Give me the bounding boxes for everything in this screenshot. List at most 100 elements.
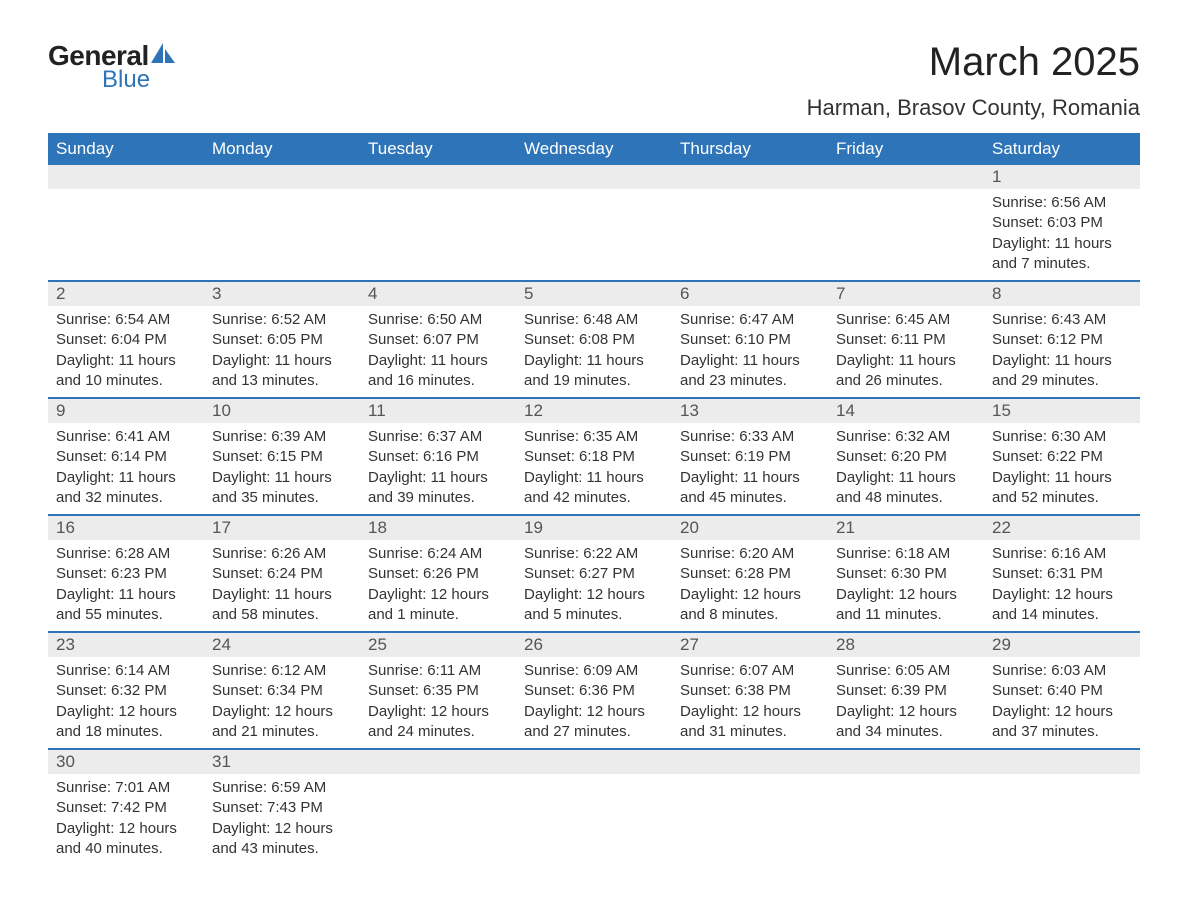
sunset-line: Sunset: 6:05 PM [212,330,352,350]
daylight-line: Daylight: 12 hours and 24 minutes. [368,702,508,743]
day-number: 10 [204,399,360,423]
sunset-line: Sunset: 6:10 PM [680,330,820,350]
calendar-header-row: SundayMondayTuesdayWednesdayThursdayFrid… [48,133,1140,165]
calendar-body: 1Sunrise: 6:56 AMSunset: 6:03 PMDaylight… [48,165,1140,865]
day-cell: Sunrise: 6:45 AMSunset: 6:11 PMDaylight:… [828,306,984,397]
content-row: Sunrise: 6:14 AMSunset: 6:32 PMDaylight:… [48,657,1140,748]
day-number: 24 [204,633,360,657]
day-header: Thursday [672,133,828,165]
day-number: 21 [828,516,984,540]
sunrise-line: Sunrise: 6:12 AM [212,661,352,681]
day-cell [672,189,828,280]
day-number [360,165,516,189]
day-number: 14 [828,399,984,423]
day-number [828,165,984,189]
daynum-row: 9101112131415 [48,399,1140,423]
sunset-line: Sunset: 6:22 PM [992,447,1132,467]
sunset-line: Sunset: 6:11 PM [836,330,976,350]
sunrise-line: Sunrise: 6:09 AM [524,661,664,681]
day-number: 19 [516,516,672,540]
day-number [516,165,672,189]
sunset-line: Sunset: 6:19 PM [680,447,820,467]
day-cell [516,189,672,280]
daynum-row: 23242526272829 [48,633,1140,657]
sunrise-line: Sunrise: 7:01 AM [56,778,196,798]
day-number: 20 [672,516,828,540]
day-cell: Sunrise: 6:26 AMSunset: 6:24 PMDaylight:… [204,540,360,631]
day-cell: Sunrise: 6:14 AMSunset: 6:32 PMDaylight:… [48,657,204,748]
daynum-row: 1 [48,165,1140,189]
daylight-line: Daylight: 11 hours and 7 minutes. [992,234,1132,275]
day-header: Sunday [48,133,204,165]
sunrise-line: Sunrise: 6:41 AM [56,427,196,447]
daylight-line: Daylight: 12 hours and 8 minutes. [680,585,820,626]
day-number: 29 [984,633,1140,657]
daylight-line: Daylight: 11 hours and 42 minutes. [524,468,664,509]
sunset-line: Sunset: 6:27 PM [524,564,664,584]
day-cell: Sunrise: 6:30 AMSunset: 6:22 PMDaylight:… [984,423,1140,514]
day-cell: Sunrise: 6:32 AMSunset: 6:20 PMDaylight:… [828,423,984,514]
day-number: 11 [360,399,516,423]
sunrise-line: Sunrise: 6:30 AM [992,427,1132,447]
sunset-line: Sunset: 6:35 PM [368,681,508,701]
day-number: 3 [204,282,360,306]
day-cell: Sunrise: 6:33 AMSunset: 6:19 PMDaylight:… [672,423,828,514]
content-row: Sunrise: 6:56 AMSunset: 6:03 PMDaylight:… [48,189,1140,280]
month-title: March 2025 [807,40,1140,85]
daylight-line: Daylight: 12 hours and 11 minutes. [836,585,976,626]
content-row: Sunrise: 6:41 AMSunset: 6:14 PMDaylight:… [48,423,1140,514]
day-number: 1 [984,165,1140,189]
day-cell [672,774,828,865]
daylight-line: Daylight: 11 hours and 29 minutes. [992,351,1132,392]
daylight-line: Daylight: 11 hours and 32 minutes. [56,468,196,509]
day-cell: Sunrise: 6:16 AMSunset: 6:31 PMDaylight:… [984,540,1140,631]
day-cell: Sunrise: 6:54 AMSunset: 6:04 PMDaylight:… [48,306,204,397]
sunrise-line: Sunrise: 6:32 AM [836,427,976,447]
day-cell [516,774,672,865]
day-cell: Sunrise: 6:52 AMSunset: 6:05 PMDaylight:… [204,306,360,397]
sunrise-line: Sunrise: 6:28 AM [56,544,196,564]
sunset-line: Sunset: 6:38 PM [680,681,820,701]
daylight-line: Daylight: 11 hours and 26 minutes. [836,351,976,392]
day-cell [984,774,1140,865]
day-cell [828,774,984,865]
sunset-line: Sunset: 7:42 PM [56,798,196,818]
day-number [204,165,360,189]
sunrise-line: Sunrise: 6:26 AM [212,544,352,564]
sunset-line: Sunset: 6:18 PM [524,447,664,467]
daylight-line: Daylight: 11 hours and 19 minutes. [524,351,664,392]
daylight-line: Daylight: 12 hours and 43 minutes. [212,819,352,860]
sunrise-line: Sunrise: 6:59 AM [212,778,352,798]
day-number: 23 [48,633,204,657]
day-number: 7 [828,282,984,306]
day-cell: Sunrise: 6:37 AMSunset: 6:16 PMDaylight:… [360,423,516,514]
day-header: Friday [828,133,984,165]
day-header: Wednesday [516,133,672,165]
day-cell: Sunrise: 6:56 AMSunset: 6:03 PMDaylight:… [984,189,1140,280]
day-number: 26 [516,633,672,657]
day-number: 8 [984,282,1140,306]
calendar-week: 23242526272829Sunrise: 6:14 AMSunset: 6:… [48,631,1140,748]
day-cell: Sunrise: 6:43 AMSunset: 6:12 PMDaylight:… [984,306,1140,397]
day-cell: Sunrise: 6:28 AMSunset: 6:23 PMDaylight:… [48,540,204,631]
day-number [48,165,204,189]
sunrise-line: Sunrise: 6:43 AM [992,310,1132,330]
content-row: Sunrise: 7:01 AMSunset: 7:42 PM Daylight:… [48,774,1140,865]
sunrise-line: Sunrise: 6:52 AM [212,310,352,330]
sunrise-line: Sunrise: 6:33 AM [680,427,820,447]
day-number: 25 [360,633,516,657]
day-cell [204,189,360,280]
day-number: 17 [204,516,360,540]
daylight-line: Daylight: 11 hours and 10 minutes. [56,351,196,392]
day-number [828,750,984,774]
sunrise-line: Sunrise: 6:37 AM [368,427,508,447]
content-row: Sunrise: 6:54 AMSunset: 6:04 PMDaylight:… [48,306,1140,397]
daylight-line: Daylight: 11 hours and 45 minutes. [680,468,820,509]
day-cell: Sunrise: 6:50 AMSunset: 6:07 PMDaylight:… [360,306,516,397]
sunset-line: Sunset: 6:03 PM [992,213,1132,233]
daylight-line: Daylight: 11 hours and 52 minutes. [992,468,1132,509]
day-number [516,750,672,774]
day-cell: Sunrise: 6:24 AMSunset: 6:26 PMDaylight:… [360,540,516,631]
day-cell: Sunrise: 6:22 AMSunset: 6:27 PMDaylight:… [516,540,672,631]
logo: General Blue [48,40,175,94]
